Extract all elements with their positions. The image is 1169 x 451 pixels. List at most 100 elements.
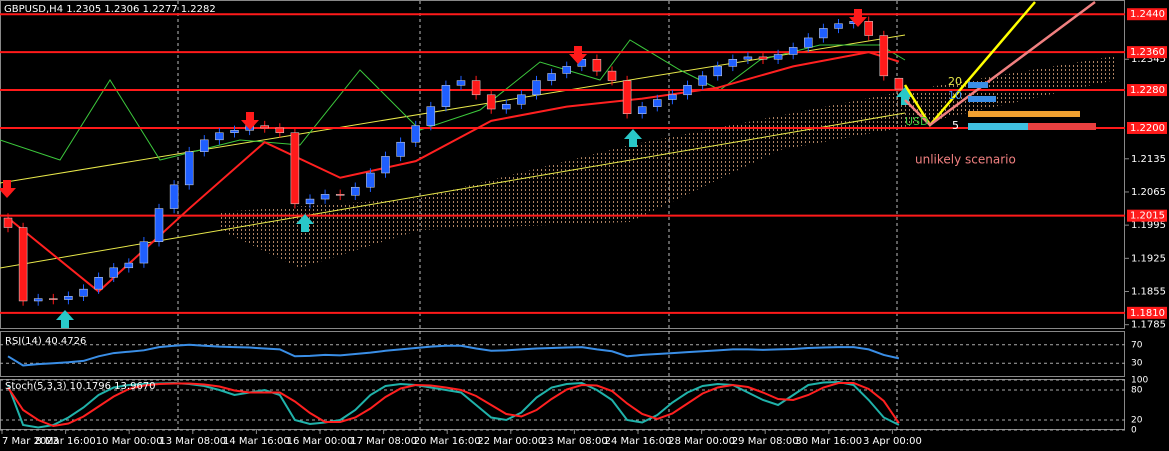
y-tick-label: 1.1925: [1131, 253, 1166, 264]
candle-body: [411, 125, 420, 143]
y-tick-label: 70: [1131, 340, 1143, 350]
indicator-label: 5: [952, 119, 959, 132]
x-tick-label: 29 Mar 08:00: [732, 436, 799, 447]
x-tick-label: 16 Mar 00:00: [287, 436, 354, 447]
x-tick-label: 23 Mar 08:00: [541, 436, 608, 447]
candle-body: [396, 141, 405, 157]
candle-body: [139, 241, 149, 264]
candle-body: [124, 262, 134, 269]
sell-arrow: [241, 112, 259, 130]
indicator-line: [7, 382, 900, 428]
alt-scenario: [904, 0, 1096, 127]
candle-body: [3, 217, 13, 228]
buy-arrow: [896, 87, 914, 105]
candle-body: [456, 80, 466, 86]
candle-body: [517, 94, 526, 105]
candle-body: [471, 80, 481, 96]
level-label: 1.2200: [1130, 123, 1165, 134]
level-label-box: [1127, 46, 1167, 59]
candle-body: [502, 104, 511, 110]
candle-body: [154, 208, 164, 242]
candle-body: [64, 295, 73, 300]
annotation: unlikely scenario: [915, 153, 1016, 167]
y-tick-label: 0: [1131, 426, 1137, 436]
level-label-box: [1127, 306, 1167, 319]
y-tick-label: 80: [1131, 386, 1143, 396]
candle-body: [18, 227, 28, 302]
level-label-box: [1127, 84, 1167, 97]
candle-body: [592, 58, 602, 72]
level-label: 1.2280: [1130, 85, 1165, 96]
candle-body: [562, 66, 571, 74]
candle-body: [804, 37, 813, 48]
buy-arrows: [56, 87, 914, 328]
chikou-line: [0, 39, 906, 161]
level-label: 1.1810: [1130, 308, 1165, 319]
y-tick-label: 1.2135: [1131, 154, 1166, 165]
rsi-title: RSI(14) 40.4726: [5, 336, 86, 347]
y-tick-label: 1.1995: [1131, 220, 1166, 231]
candle-body: [683, 85, 692, 96]
sell-arrow: [0, 180, 16, 198]
candle-body: [79, 288, 88, 297]
meter-bar: [968, 96, 996, 102]
x-tick-label: 7 Mar 2023: [2, 436, 59, 447]
candle-body: [532, 80, 541, 96]
meter-bar: [968, 123, 1028, 130]
x-tick-label: 14 Mar 16:00: [223, 436, 290, 447]
candle-body: [879, 35, 889, 77]
scenario-arrows: [903, 0, 1096, 128]
main-layer: 1.2345 1.2135 1.2065 1.1995 1.1925 1.1855 1.17…: [0, 8, 1167, 447]
meter-bar: [968, 111, 1080, 117]
stoch-title: Stoch(5,3,3) 10.1796 13.9670: [5, 381, 156, 392]
candle-body: [426, 106, 436, 126]
y-tick-label: 1.1855: [1131, 287, 1166, 298]
candle-body: [743, 56, 753, 60]
candle-body: [109, 267, 118, 278]
candle-body: [834, 23, 843, 29]
candle-body: [290, 132, 300, 205]
candle-body: [320, 194, 330, 200]
candle-body: [773, 54, 783, 60]
panel-frames: [0, 0, 1125, 430]
y-tick-label: 100: [1131, 376, 1148, 386]
candle-body: [819, 28, 828, 39]
candle-body: [33, 298, 43, 302]
meter-bar: [968, 82, 988, 88]
x-tick-label: 17 Mar 08:00: [350, 436, 417, 447]
x-tick-label: 13 Mar 08:00: [159, 436, 226, 447]
candle-body: [49, 298, 58, 300]
channel-lower: [0, 112, 906, 269]
x-tick-label: 30 Mar 16:00: [795, 436, 862, 447]
candle-body: [215, 132, 224, 141]
indicator-label: 10: [948, 89, 962, 102]
candle-body: [788, 47, 798, 55]
x-tick-label: 22 Mar 00:00: [477, 436, 544, 447]
y-tick-label: 1.1785: [1131, 320, 1166, 331]
sell-arrow: [849, 9, 867, 27]
level-label: 1.2440: [1130, 9, 1165, 20]
candle-body: [758, 56, 768, 60]
rsi-frame: [0, 331, 1125, 377]
y-tick-label: 1.2345: [1131, 54, 1166, 65]
candle-body: [260, 125, 269, 129]
candle-body: [607, 70, 617, 81]
x-tick-label: 8 Mar 16:00: [35, 436, 95, 447]
labels-layer: GBPUSD,H4 1.2305 1.2306 1.2277 1.2282 un…: [4, 4, 1016, 392]
candle-body: [486, 94, 496, 110]
x-tick-label: 28 Mar 00:00: [668, 436, 735, 447]
stoch-frame: [0, 379, 1125, 430]
sell-arrows: [0, 9, 867, 198]
meter-bar: [968, 123, 1096, 130]
indicator-label: 20: [948, 75, 962, 88]
candle-body: [275, 127, 285, 133]
y-tick-label: 30: [1131, 359, 1143, 369]
candle-body: [637, 106, 647, 115]
candle-body: [230, 130, 239, 133]
level-label: 1.2360: [1130, 47, 1165, 58]
main-frame: [0, 0, 1125, 329]
channel-upper: [0, 34, 906, 184]
candle-body: [713, 66, 722, 77]
x-tick-label: 20 Mar 16:00: [414, 436, 481, 447]
candle-body: [864, 21, 873, 36]
